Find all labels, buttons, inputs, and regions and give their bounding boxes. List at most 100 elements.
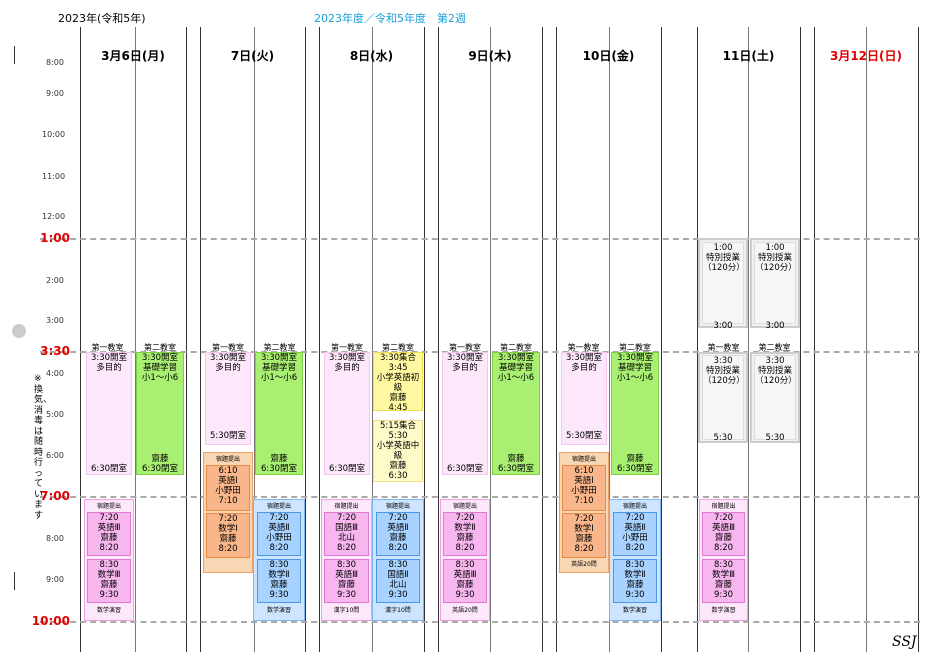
elementary-english-middle[interactable]: 5:15集合 5:30 小学英語中級 齋藤 6:30 [373, 420, 423, 482]
open-time: 3:30開室 [141, 353, 179, 363]
close-time: 6:30閉室 [141, 464, 179, 474]
lesson-english[interactable]: 7:20 英語Ⅲ 齋藤 8:20 [87, 512, 131, 556]
end: 8:20 [455, 543, 475, 553]
day-header-wed: 8日(水) [349, 49, 394, 63]
lesson-math[interactable]: 7:20 数学Ⅰ 齋藤 8:20 [562, 513, 606, 558]
lesson-japanese[interactable]: 7:20 国語Ⅲ 北山 8:20 [324, 512, 369, 556]
grid-line [609, 27, 610, 652]
close-time: 6:30閉室 [90, 464, 128, 474]
special-class-block[interactable]: 3:30 特別授業 （120分） 5:30 [750, 352, 800, 443]
special-class-block[interactable]: 1:00 特別授業 （120分） 3:00 [750, 238, 800, 331]
lesson-english[interactable]: 6:10 英語Ⅰ 小野田 7:10 [562, 465, 606, 511]
week-title: 2023年度／令和5年度 第2週 [314, 12, 466, 25]
time-label-major: 1:00 [40, 231, 70, 245]
class-name: 基礎学習 [617, 363, 652, 373]
room-label: 第二教室 [619, 343, 651, 352]
subject: 数学Ⅱ [454, 523, 476, 533]
open-room-block[interactable]: 3:30開室 多目的 6:30閉室 [442, 352, 488, 475]
lesson-english[interactable]: 7:20 英語Ⅱ 小野田 8:20 [613, 512, 657, 556]
class-name: 特別授業 [757, 366, 792, 376]
start: 3:30 [765, 356, 785, 366]
close-time: 6:30閉室 [260, 464, 298, 474]
homework-label: 宿題提出 [622, 503, 647, 510]
lesson-english[interactable]: 7:20 英語Ⅲ 齋藤 8:20 [702, 512, 745, 556]
end: 7:10 [218, 496, 238, 506]
practice-label: 数学演習 [266, 607, 291, 614]
lesson-math[interactable]: 8:30 数学Ⅲ 齋藤 9:30 [87, 559, 131, 603]
evening-block[interactable]: 宿題提出 7:20 英語Ⅱ 小野田 8:20 8:30 数学Ⅱ 齋藤 9:30 … [253, 499, 305, 621]
grid-line [661, 27, 662, 652]
start: 7:20 [713, 513, 734, 523]
evening-block[interactable]: 宿題提出 7:20 数学Ⅱ 齋藤 8:20 8:30 英語Ⅲ 齋藤 9:30 英… [440, 499, 490, 621]
subject: 数学Ⅲ [97, 570, 121, 580]
lesson-math[interactable]: 8:30 数学Ⅱ 齋藤 9:30 [257, 559, 301, 603]
evening-block[interactable]: 宿題提出 6:10 英語Ⅰ 小野田 7:10 7:20 数学Ⅰ 齋藤 8:20 … [559, 452, 609, 573]
open-room-block[interactable]: 3:30開室 多目的 5:30閉室 [205, 352, 251, 445]
day-header-tue: 7日(火) [230, 49, 275, 63]
class-name: 特別授業 [757, 253, 792, 263]
lesson-math[interactable]: 8:30 数学Ⅱ 齋藤 9:30 [613, 559, 657, 603]
special-class-block[interactable]: 3:30 特別授業 （120分） 5:30 [698, 352, 748, 443]
evening-block[interactable]: 宿題提出 7:20 国語Ⅲ 北山 8:20 8:30 英語Ⅲ 齋藤 9:30 漢… [321, 499, 372, 621]
elementary-english-basic[interactable]: 3:30集合 3:45 小学英語初級 齋藤 4:45 [373, 352, 423, 413]
room-label: 第一教室 [91, 343, 124, 352]
class-grades: 小1～小6 [616, 373, 654, 383]
teacher: 齋藤 [270, 454, 288, 464]
grid-line [254, 27, 255, 652]
lesson-english[interactable]: 8:30 英語Ⅲ 齋藤 9:30 [324, 559, 369, 603]
evening-block[interactable]: 宿題提出 7:20 英語Ⅱ 小野田 8:20 8:30 数学Ⅱ 齋藤 9:30 … [609, 499, 661, 621]
lesson-math[interactable]: 7:20 数学Ⅰ 齋藤 8:20 [206, 513, 250, 558]
start: 1:00 [713, 243, 733, 253]
subject: 数学Ⅰ [218, 524, 238, 534]
class-name: 特別授業 [705, 253, 740, 263]
lesson-english[interactable]: 6:10 英語Ⅰ 小野田 7:10 [206, 465, 250, 511]
duration: （120分） [703, 263, 745, 273]
teacher: 齋藤 [337, 580, 355, 590]
lesson-math[interactable]: 8:30 数学Ⅲ 齋藤 9:30 [702, 559, 745, 603]
end: 9:30 [713, 590, 734, 600]
practice-label: 数学演習 [711, 607, 736, 614]
teacher: 齋藤 [100, 580, 118, 590]
lesson-math[interactable]: 7:20 数学Ⅱ 齋藤 8:20 [443, 512, 487, 556]
grid-line [135, 27, 136, 652]
lesson-english[interactable]: 8:30 英語Ⅲ 齋藤 9:30 [443, 559, 487, 603]
teacher: 齋藤 [714, 580, 732, 590]
homework-label: 宿題提出 [452, 503, 477, 510]
evening-block[interactable]: 宿題提出 7:20 英語Ⅲ 齋藤 8:20 8:30 数学Ⅲ 齋藤 9:30 数… [699, 499, 748, 621]
grid-line [866, 27, 867, 652]
lesson-english[interactable]: 7:20 英語Ⅱ 小野田 8:20 [257, 512, 301, 556]
end: 8:20 [388, 543, 408, 553]
open-room-block[interactable]: 3:30開室 多目的 6:30閉室 [324, 352, 370, 475]
start: 1:00 [765, 243, 785, 253]
start: 8:30 [99, 560, 119, 570]
basic-study-block[interactable]: 3:30開室 基礎学習 小1～小6 齋藤 6:30閉室 [492, 352, 540, 475]
teacher: 齋藤 [219, 534, 237, 544]
basic-study-block[interactable]: 3:30開室 基礎学習 小1～小6 齋藤 6:30閉室 [255, 352, 303, 475]
special-class-block[interactable]: 1:00 特別授業 （120分） 3:00 [698, 238, 748, 331]
room-use: 多目的 [571, 363, 597, 373]
practice-label: 英語20問 [571, 561, 597, 568]
basic-study-block[interactable]: 3:30開室 基礎学習 小1～小6 齋藤 6:30閉室 [611, 352, 659, 475]
end: 9:30 [269, 590, 289, 600]
teacher: 齋藤 [626, 580, 644, 590]
class-grades: 小1～小6 [497, 373, 535, 383]
room-label: 第二教室 [758, 343, 791, 352]
time-label: 9:00 [46, 89, 64, 98]
subject: 英語Ⅱ [387, 523, 409, 533]
subject: 英語Ⅲ [712, 523, 735, 533]
evening-block[interactable]: 宿題提出 7:20 英語Ⅱ 齋藤 8:20 8:30 国語Ⅱ 北山 9:30 漢… [372, 499, 424, 621]
lesson-japanese[interactable]: 8:30 国語Ⅱ 北山 9:30 [376, 559, 420, 603]
special-class-inner: 3:30 特別授業 （120分） 5:30 [702, 355, 745, 443]
open-room-block[interactable]: 3:30開室 多目的 6:30閉室 [86, 352, 132, 475]
end: 8:20 [625, 543, 645, 553]
end: 5:30 [713, 433, 733, 443]
evening-block[interactable]: 宿題提出 7:20 英語Ⅲ 齋藤 8:20 8:30 数学Ⅲ 齋藤 9:30 数… [84, 499, 134, 621]
close-time: 6:30閉室 [446, 464, 484, 474]
subject: 英語Ⅲ [453, 570, 477, 580]
evening-block[interactable]: 宿題提出 6:10 英語Ⅰ 小野田 7:10 7:20 数学Ⅰ 齋藤 8:20 [203, 452, 253, 573]
teacher: 齋藤 [507, 454, 525, 464]
lesson-english[interactable]: 7:20 英語Ⅱ 齋藤 8:20 [376, 512, 420, 556]
basic-study-block[interactable]: 3:30開室 基礎学習 小1～小6 齋藤 6:30閉室 [136, 352, 184, 475]
open-room-block[interactable]: 3:30開室 多目的 5:30閉室 [561, 352, 607, 445]
left-tick-top [14, 46, 15, 64]
